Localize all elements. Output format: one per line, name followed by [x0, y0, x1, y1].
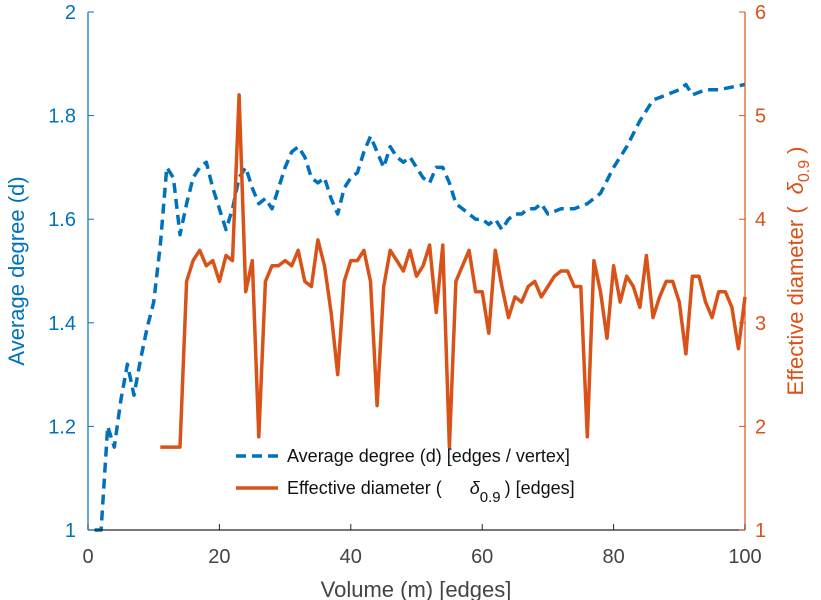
left-y-tick-label: 1.2 [48, 416, 76, 438]
legend: Average degree (d) [edges / vertex] Effe… [236, 446, 575, 506]
right-y-tick-label: 3 [755, 313, 766, 335]
left-y-tick-label: 1.6 [48, 209, 76, 231]
x-tick-label: 60 [471, 546, 493, 568]
left-y-tick-label: 2 [65, 2, 76, 24]
right-y-tick-label: 1 [755, 520, 766, 542]
effective-diameter-line [160, 93, 747, 449]
x-tick-label: 20 [208, 546, 230, 568]
legend-label-prefix: Effective diameter ( [287, 478, 442, 498]
left-y-tick-label: 1.8 [48, 106, 76, 128]
right-y-tick-label: 5 [755, 106, 766, 128]
left-y-tick-label: 1.4 [48, 313, 76, 335]
average-degree-line [94, 82, 746, 532]
right-y-tick-label: 2 [755, 416, 766, 438]
left-y-axis-label: Average degree (d) [4, 176, 29, 365]
legend-label-suffix: ) [edges] [505, 478, 575, 498]
left-y-tick-label: 1 [65, 520, 76, 542]
legend-label-symbol: δ [470, 478, 481, 498]
right-y-tick-label: 4 [755, 209, 766, 231]
right-label-prefix: Effective diameter ( [783, 206, 808, 396]
legend-label-sub: 0.9 [480, 489, 501, 506]
x-axis-label: Volume (m) [edges] [321, 577, 512, 600]
x-tick-label: 0 [82, 546, 93, 568]
axes-layer: 0 20 40 60 80 100 1 1.2 1.4 1.6 1.8 2 1 2 3 4 5 6 [48, 2, 766, 568]
legend-label-average-degree: Average degree (d) [edges / vertex] [287, 446, 570, 466]
x-tick-label: 40 [340, 546, 362, 568]
series-layer [94, 82, 747, 532]
x-tick-label: 80 [602, 546, 624, 568]
right-y-axis-label: Effective diameter ( δ0.9) [783, 147, 813, 396]
legend-label-effective-diameter: Effective diameter ( δ0.9) [edges] [287, 478, 575, 506]
right-y-tick-label: 6 [755, 2, 766, 24]
right-label-sub: 0.9 [796, 160, 813, 182]
x-tick-label: 100 [728, 546, 761, 568]
right-label-symbol: δ [783, 181, 808, 194]
right-label-suffix: ) [783, 147, 808, 154]
